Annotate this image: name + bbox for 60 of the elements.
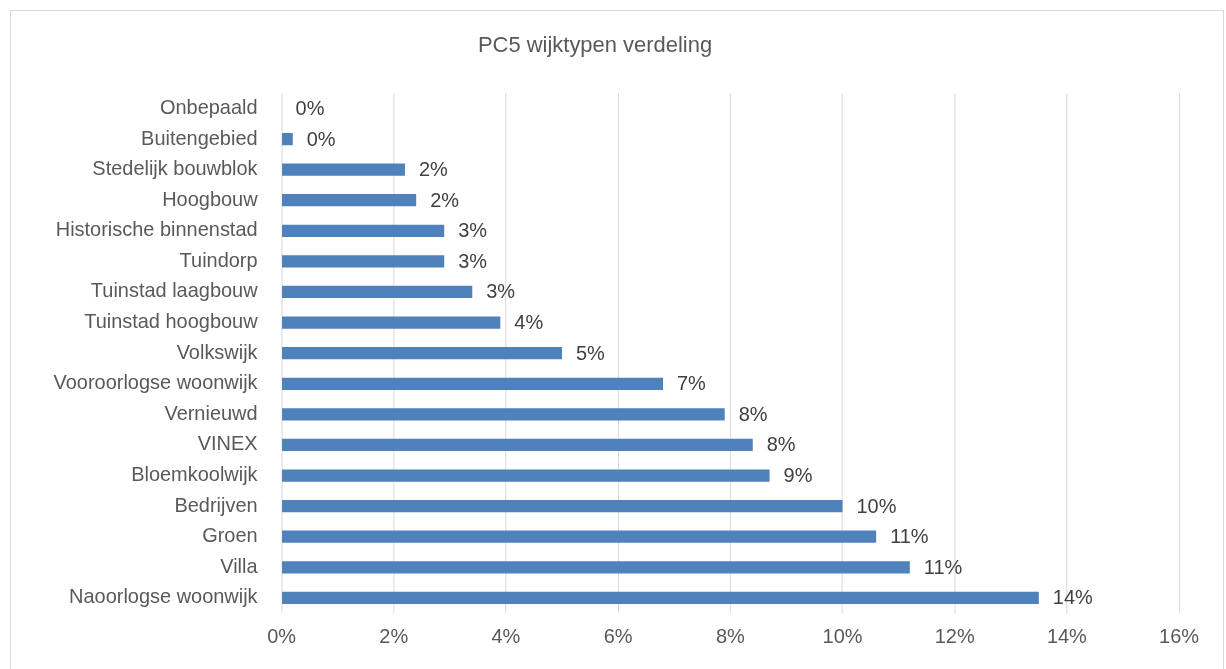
bar [282, 224, 445, 237]
y-tick-label: Hoogbouw [162, 187, 259, 210]
y-tick-label: Tuinstad hoogbouw [84, 310, 259, 333]
x-tick-label: 8% [715, 624, 745, 647]
bar [282, 377, 663, 390]
y-tick-label: Onbepaald [159, 95, 258, 118]
x-tick-label: 12% [934, 624, 975, 647]
data-label: 11% [890, 525, 929, 548]
data-label: 10% [856, 494, 897, 517]
bar [282, 591, 1039, 605]
bar [282, 163, 405, 176]
data-label: 4% [514, 311, 544, 334]
bar [282, 285, 473, 299]
bar [282, 561, 910, 574]
y-tick-label: Stedelijk bouwblok [92, 157, 258, 180]
data-label: 14% [1052, 586, 1094, 609]
y-tick-label: Tuinstad laagbouw [90, 279, 259, 302]
y-tick-label: Villa [220, 554, 259, 577]
y-tick-label: Vernieuwd [164, 401, 258, 424]
data-label: 8% [766, 433, 796, 456]
x-tick-label: 2% [379, 624, 409, 647]
data-label: 5% [576, 341, 606, 364]
bar [282, 194, 417, 207]
x-tick-label: 16% [1159, 624, 1200, 647]
data-label: 8% [738, 402, 768, 425]
data-label: 7% [676, 372, 707, 395]
data-label: 3% [458, 249, 488, 272]
bar [282, 408, 725, 421]
bar [282, 530, 877, 543]
bar [282, 500, 843, 513]
y-tick-label: Volkswijk [176, 340, 258, 363]
data-label: 11% [923, 555, 963, 578]
bar [282, 438, 753, 452]
x-tick-label: 10% [822, 624, 863, 647]
y-tick-label: Naoorlogse woonwijk [69, 585, 258, 608]
y-tick-label: Bedrijven [174, 493, 258, 516]
bar [282, 255, 445, 268]
y-tick-label: Buitengebied [141, 126, 258, 149]
data-label: 3% [486, 280, 516, 303]
data-label: 0% [295, 96, 325, 119]
y-tick-label: Historische binnenstad [55, 218, 258, 241]
x-tick-label: 14% [1046, 624, 1088, 647]
x-tick-label: 4% [491, 624, 521, 647]
bar [282, 347, 563, 360]
x-tick-label: 0% [267, 624, 297, 647]
data-label: 0% [306, 127, 336, 150]
data-label: 3% [458, 219, 488, 242]
bar [282, 316, 501, 329]
x-tick-label: 6% [603, 624, 633, 647]
data-label: 2% [418, 158, 449, 181]
data-label: 2% [430, 188, 460, 211]
y-tick-label: Tuindorp [179, 248, 258, 271]
y-tick-label: Vooroorlogse woonwijk [53, 371, 258, 394]
chart-title: PC5 wijktypen verdeling [477, 32, 713, 58]
data-label: 9% [783, 464, 813, 487]
y-tick-label: Bloemkoolwijk [131, 463, 258, 486]
y-tick-label: VINEX [197, 432, 258, 455]
bar [282, 469, 770, 482]
bar [282, 132, 293, 146]
y-tick-label: Groen [202, 524, 258, 547]
